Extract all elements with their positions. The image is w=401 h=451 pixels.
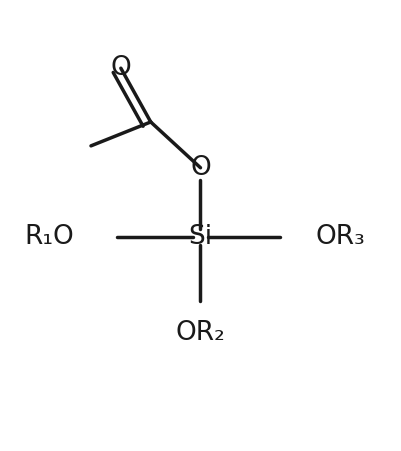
Text: OR₂: OR₂ <box>176 320 225 346</box>
Text: O: O <box>190 155 211 181</box>
Text: OR₃: OR₃ <box>315 225 365 250</box>
Text: R₁O: R₁O <box>24 225 74 250</box>
Text: Si: Si <box>188 225 213 250</box>
Text: O: O <box>111 55 131 81</box>
